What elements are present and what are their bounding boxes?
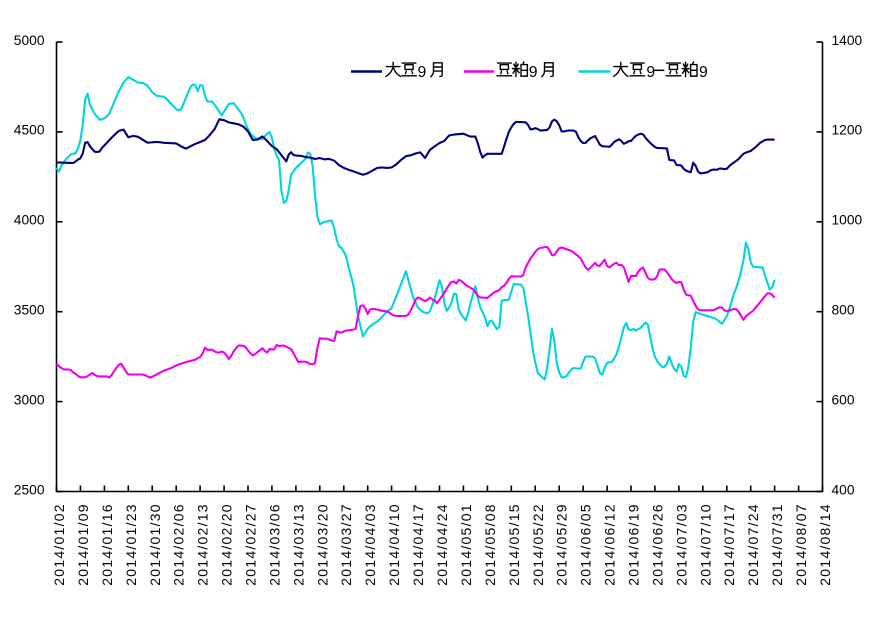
- svg-text:2014/03/13: 2014/03/13: [290, 503, 306, 586]
- svg-text:2014/03/27: 2014/03/27: [338, 503, 354, 586]
- svg-text:2014/02/20: 2014/02/20: [219, 503, 235, 586]
- svg-text:3000: 3000: [14, 392, 45, 407]
- svg-text:9: 9: [529, 64, 538, 81]
- svg-text:2014/07/10: 2014/07/10: [697, 503, 713, 586]
- svg-text:2014/05/15: 2014/05/15: [506, 503, 522, 586]
- svg-text:2014/07/31: 2014/07/31: [769, 503, 785, 586]
- svg-text:2014/03/20: 2014/03/20: [314, 503, 330, 586]
- svg-text:4500: 4500: [14, 123, 45, 138]
- svg-text:2014/08/07: 2014/08/07: [793, 503, 809, 586]
- svg-text:2500: 2500: [14, 482, 45, 497]
- svg-text:2014/05/29: 2014/05/29: [554, 503, 570, 586]
- svg-text:2014/04/03: 2014/04/03: [362, 503, 378, 586]
- svg-text:2014/05/22: 2014/05/22: [530, 503, 546, 586]
- svg-text:2014/05/01: 2014/05/01: [458, 503, 474, 586]
- svg-text:600: 600: [832, 392, 855, 407]
- svg-text:1200: 1200: [832, 123, 863, 138]
- svg-text:2014/01/23: 2014/01/23: [123, 503, 139, 586]
- svg-text:1000: 1000: [832, 213, 863, 228]
- svg-text:5000: 5000: [14, 33, 45, 48]
- svg-text:9: 9: [418, 64, 427, 81]
- svg-text:2014/02/13: 2014/02/13: [195, 503, 211, 586]
- svg-text:2014/04/10: 2014/04/10: [386, 503, 402, 586]
- svg-text:2014/02/06: 2014/02/06: [171, 503, 187, 586]
- svg-text:2014/01/09: 2014/01/09: [75, 503, 91, 586]
- svg-text:2014/03/06: 2014/03/06: [266, 503, 282, 586]
- svg-text:9: 9: [699, 64, 708, 81]
- svg-text:2014/07/03: 2014/07/03: [673, 503, 689, 586]
- svg-text:2014/07/17: 2014/07/17: [721, 503, 737, 586]
- svg-text:2014/08/14: 2014/08/14: [817, 503, 833, 586]
- svg-text:3500: 3500: [14, 303, 45, 318]
- svg-text:2014/01/02: 2014/01/02: [51, 503, 67, 586]
- svg-text:9: 9: [646, 64, 655, 81]
- svg-text:400: 400: [832, 482, 855, 497]
- svg-text:2014/04/17: 2014/04/17: [410, 503, 426, 586]
- svg-text:2014/02/27: 2014/02/27: [243, 503, 259, 586]
- svg-text:2014/07/24: 2014/07/24: [745, 503, 761, 586]
- svg-text:2014/06/12: 2014/06/12: [602, 503, 618, 586]
- svg-text:2014/04/24: 2014/04/24: [434, 503, 450, 586]
- svg-text:2014/01/30: 2014/01/30: [147, 503, 163, 586]
- svg-text:2014/06/19: 2014/06/19: [626, 503, 642, 586]
- svg-text:800: 800: [832, 303, 855, 318]
- svg-text:2014/05/08: 2014/05/08: [482, 503, 498, 586]
- svg-text:4000: 4000: [14, 213, 45, 228]
- svg-text:2014/06/26: 2014/06/26: [649, 503, 665, 586]
- svg-text:1400: 1400: [832, 33, 863, 48]
- svg-text:2014/06/05: 2014/06/05: [578, 503, 594, 586]
- svg-text:2014/01/16: 2014/01/16: [99, 503, 115, 586]
